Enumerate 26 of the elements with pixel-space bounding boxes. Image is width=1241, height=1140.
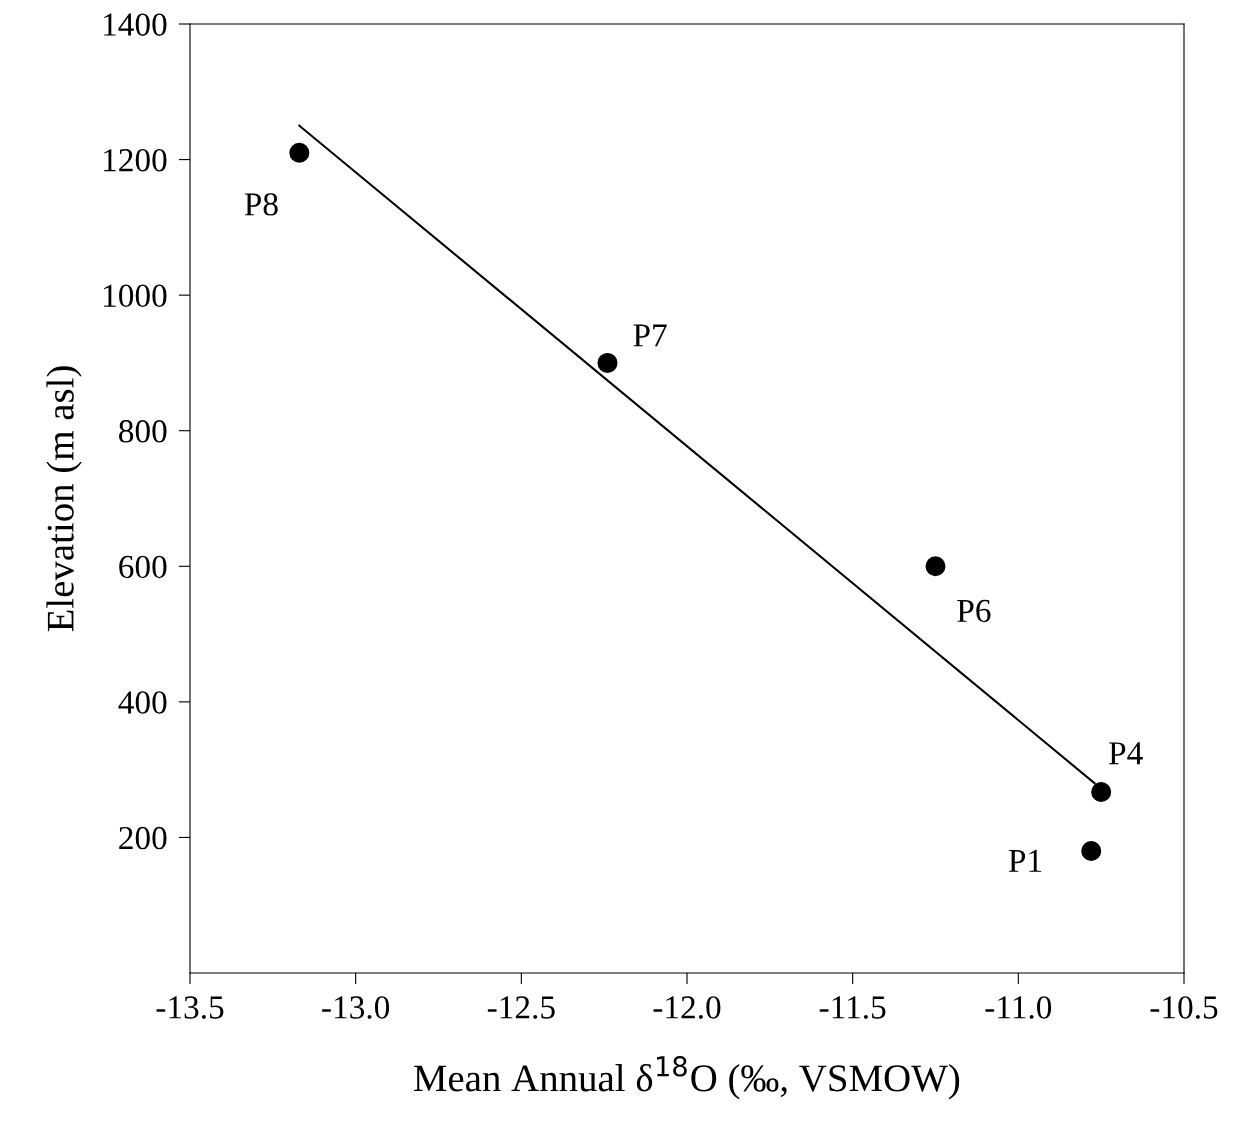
x-tick-label: -13.0 — [322, 996, 390, 1019]
y-tick-label: 800 — [119, 420, 167, 443]
point — [1091, 782, 1112, 803]
y-axis-title: Elevation (m asl) — [46, 366, 82, 632]
y-tick-label: 200 — [119, 826, 167, 850]
point — [597, 352, 618, 373]
x-tick-label: -13.5 — [156, 996, 224, 1019]
x-tick-label: -11.5 — [819, 996, 886, 1019]
point — [925, 556, 946, 577]
point — [289, 142, 310, 163]
x-tick-label: -11.0 — [985, 996, 1052, 1019]
x-tick-label: -12.5 — [487, 996, 555, 1019]
y-tick-label: 1400 — [104, 13, 167, 36]
y-tick-label: 400 — [118, 691, 167, 714]
annotation: P6 — [957, 599, 991, 623]
annotation: P4 — [1109, 742, 1143, 765]
x-tick-label: -10.5 — [1150, 996, 1218, 1019]
y-tick-label: 600 — [119, 555, 167, 579]
x-tick-label: -12.0 — [653, 996, 721, 1019]
point — [1081, 840, 1102, 861]
y-tick-label: 1200 — [104, 148, 167, 172]
annotation: P7 — [633, 324, 667, 347]
y-tick-label: 1000 — [104, 284, 167, 308]
annotation: P8 — [244, 193, 278, 216]
x-axis-title: Mean Annual δ$^{18}$O (‰, VSMOW) — [413, 1056, 960, 1100]
annotation: P1 — [1008, 849, 1042, 872]
